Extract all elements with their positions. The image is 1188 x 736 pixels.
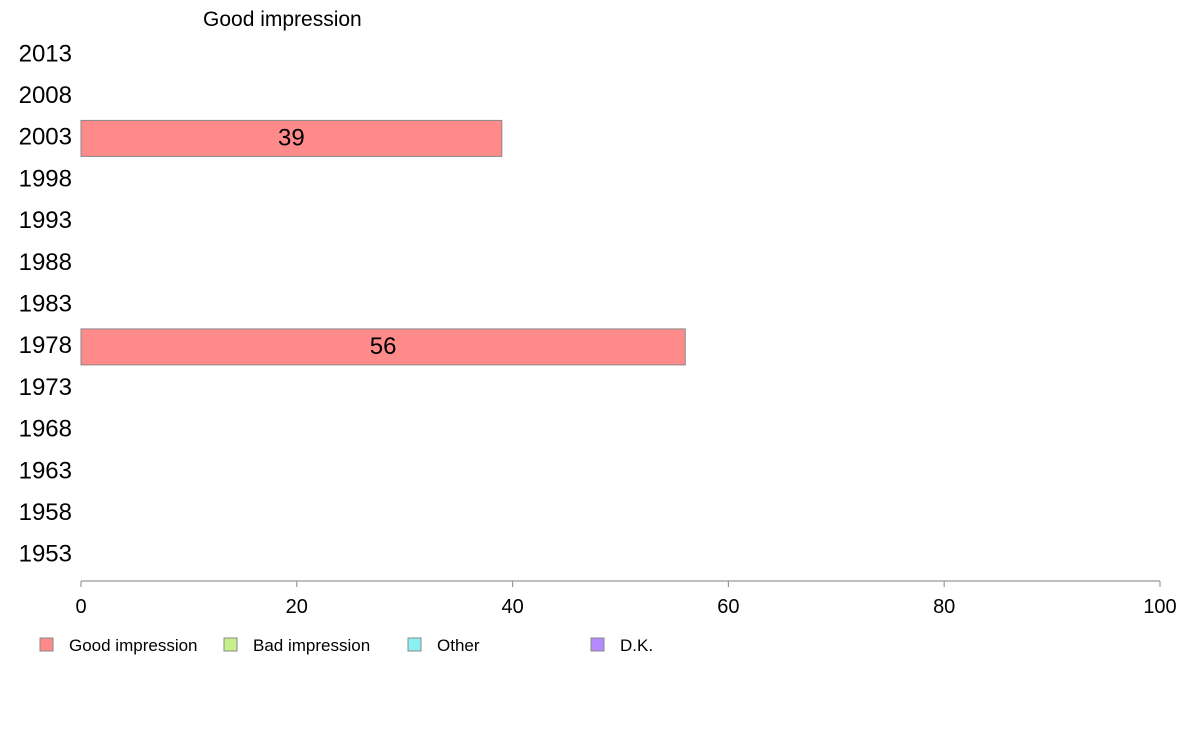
x-axis-ticks: 0 20 40 60 80 100 xyxy=(75,581,1177,618)
bar xyxy=(80,119,503,157)
x-tick-label: 40 xyxy=(501,596,523,618)
category-label: 1963 xyxy=(19,457,72,484)
category-label: 1968 xyxy=(19,416,72,443)
x-tick-label: 80 xyxy=(933,596,955,618)
chart-title: Good impression xyxy=(203,8,362,31)
legend-label: Good impression xyxy=(69,636,198,655)
x-tick-label: 0 xyxy=(75,596,86,618)
x-tick-label: 60 xyxy=(717,596,739,618)
bar xyxy=(80,328,686,366)
category-labels: 2013 2008 2003 1998 1993 1988 1983 1978 1973 1968… xyxy=(19,40,72,567)
category-label: 2003 xyxy=(19,124,72,151)
category-label: 2008 xyxy=(19,82,72,109)
legend-swatch xyxy=(39,637,54,652)
category-label: 2013 xyxy=(19,40,72,67)
legend-swatch xyxy=(590,637,605,652)
legend-label: Bad impression xyxy=(253,636,370,655)
legend: Good impression Bad impression Other D.K. xyxy=(39,636,653,655)
category-label: 1983 xyxy=(19,291,72,318)
category-label: 1973 xyxy=(19,374,72,401)
category-label: 1958 xyxy=(19,499,72,526)
category-label: 1998 xyxy=(19,165,72,192)
x-tick-label: 100 xyxy=(1143,596,1176,618)
bars: 39 56 xyxy=(80,119,686,366)
legend-label: Other xyxy=(437,636,480,655)
bar-value-label: 39 xyxy=(278,125,305,152)
x-tick-label: 20 xyxy=(286,596,308,618)
legend-label: D.K. xyxy=(620,636,653,655)
category-label: 1978 xyxy=(19,332,72,359)
legend-swatch xyxy=(223,637,238,652)
category-label: 1988 xyxy=(19,249,72,276)
legend-swatch xyxy=(407,637,422,652)
category-label: 1953 xyxy=(19,541,72,568)
bar-value-label: 56 xyxy=(370,333,397,360)
category-label: 1993 xyxy=(19,207,72,234)
